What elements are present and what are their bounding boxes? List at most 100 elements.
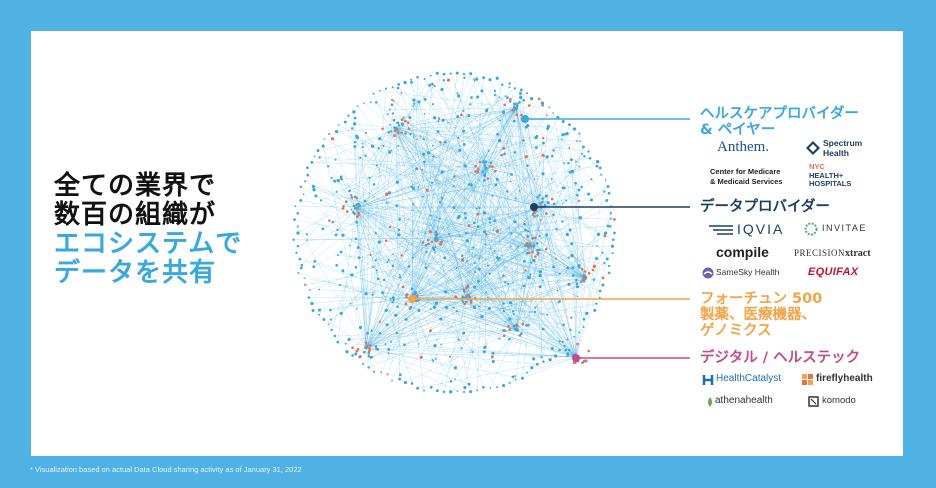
- network-node: [354, 237, 358, 241]
- network-node: [523, 222, 526, 226]
- network-node: [296, 212, 300, 215]
- network-node: [496, 132, 499, 136]
- athena-text: athenahealth: [715, 395, 773, 406]
- network-cluster-node: [481, 170, 485, 174]
- network-node: [514, 197, 517, 200]
- network-node: [473, 262, 476, 265]
- network-node: [431, 358, 434, 362]
- network-node: [518, 189, 521, 192]
- section-providers-line-1: ヘルスケアプロバイダー: [700, 106, 859, 122]
- network-node: [596, 245, 598, 247]
- network-node: [384, 87, 388, 90]
- network-cluster-node: [465, 300, 468, 304]
- network-node: [388, 191, 392, 195]
- network-node: [561, 133, 565, 137]
- network-node: [391, 98, 394, 102]
- network-cluster-node: [502, 334, 506, 338]
- network-node: [460, 113, 463, 117]
- network-node: [440, 343, 442, 346]
- network-node: [538, 285, 542, 289]
- network-node: [444, 290, 448, 294]
- network-cluster-node: [585, 359, 588, 363]
- network-node: [441, 118, 445, 122]
- section-digital-line-1: デジタル / ヘルステック: [700, 350, 861, 366]
- healthcatalyst-icon: [702, 375, 714, 385]
- samesky-text: SameSky Health: [716, 267, 780, 277]
- network-cluster-node: [520, 332, 523, 336]
- network-node: [581, 145, 585, 149]
- network-node: [558, 272, 561, 275]
- network-node: [577, 199, 580, 203]
- network-node: [440, 87, 444, 92]
- network-node: [544, 194, 548, 198]
- network-node: [548, 106, 551, 109]
- network-cluster-node: [566, 354, 569, 357]
- network-node: [372, 266, 375, 269]
- network-node: [331, 137, 335, 141]
- network-cluster-node: [431, 246, 435, 250]
- network-node: [395, 331, 399, 335]
- network-node: [377, 147, 380, 150]
- network-node: [336, 228, 339, 232]
- network-node: [354, 140, 357, 144]
- network-node: [429, 74, 432, 77]
- network-node: [467, 224, 471, 228]
- network-node: [603, 190, 606, 193]
- network-node: [432, 155, 435, 158]
- firefly-icon: [802, 374, 813, 385]
- network-node: [300, 263, 304, 267]
- network-cluster-node: [550, 197, 554, 201]
- network-node: [498, 96, 501, 99]
- network-node: [337, 123, 340, 126]
- network-cluster-node: [355, 203, 358, 207]
- network-node: [550, 154, 554, 158]
- network-node: [558, 348, 561, 352]
- network-cluster-node: [582, 280, 586, 283]
- network-node: [496, 256, 499, 259]
- precision-text: PRECISION: [794, 248, 846, 258]
- network-node: [570, 169, 575, 174]
- network-node: [458, 235, 461, 237]
- network-cluster-node: [434, 236, 437, 240]
- network-node: [493, 89, 497, 92]
- network-node: [474, 170, 477, 173]
- network-node: [397, 228, 401, 232]
- anthem-logo: Anthem.: [717, 139, 770, 155]
- network-cluster-node: [538, 248, 541, 252]
- network-node: [556, 289, 559, 292]
- network-node: [461, 258, 464, 262]
- network-node: [449, 390, 453, 394]
- network-cluster-node: [342, 205, 345, 208]
- network-node: [513, 220, 517, 224]
- network-node: [438, 201, 442, 204]
- network-node: [565, 199, 568, 202]
- network-node: [347, 337, 351, 341]
- network-node: [395, 204, 399, 207]
- network-node: [394, 313, 398, 317]
- network-cluster-node: [387, 131, 390, 134]
- network-node: [348, 244, 351, 247]
- network-node: [452, 206, 456, 209]
- network-node: [487, 306, 491, 310]
- network-node: [355, 307, 358, 310]
- section-digital: デジタル / ヘルステック: [700, 350, 860, 366]
- network-node: [495, 76, 499, 80]
- network-cluster-node: [367, 352, 370, 355]
- network-node: [583, 154, 586, 158]
- network-node: [500, 83, 504, 86]
- network-node: [410, 78, 413, 81]
- network-node: [496, 386, 499, 389]
- network-node: [578, 165, 581, 168]
- marker-digital: [572, 354, 580, 362]
- network-cluster-node: [545, 212, 548, 215]
- network-node: [353, 116, 357, 120]
- network-node: [473, 78, 475, 81]
- network-cluster-node: [526, 235, 529, 238]
- network-node: [387, 352, 390, 355]
- network-node: [327, 323, 330, 326]
- network-node: [385, 192, 389, 196]
- network-node: [359, 156, 362, 159]
- network-cluster-node: [536, 252, 540, 256]
- network-node: [567, 256, 570, 259]
- network-node: [393, 134, 396, 138]
